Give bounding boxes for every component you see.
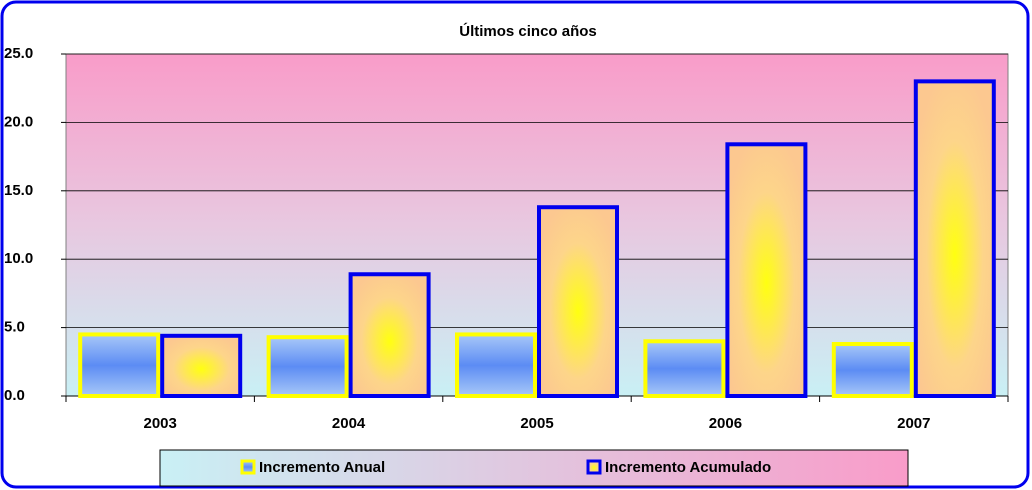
legend: [159, 449, 909, 487]
bar: [831, 342, 914, 398]
chart-title: Últimos cinco años: [459, 22, 597, 40]
y-tick-label: 15.0: [4, 182, 33, 199]
x-tick-label: 2006: [709, 415, 742, 432]
legend-swatch: [586, 459, 602, 475]
bar: [348, 272, 431, 398]
bar: [913, 79, 996, 399]
bar: [160, 333, 243, 399]
bar: [725, 142, 808, 398]
bar: [78, 332, 161, 399]
bar: [455, 332, 537, 399]
x-tick-label: 2007: [897, 415, 930, 432]
x-tick-label: 2004: [332, 415, 366, 432]
y-tick-label: 0.0: [4, 387, 25, 404]
y-tick-label: 10.0: [4, 250, 33, 267]
y-tick-label: 20.0: [4, 113, 33, 130]
bar: [643, 339, 726, 398]
legend-label: Incremento Acumulado: [605, 459, 771, 476]
y-tick-label: 5.0: [4, 319, 25, 336]
bar: [537, 205, 619, 398]
y-tick-label: 25.0: [4, 45, 33, 62]
x-tick-label: 2005: [520, 415, 553, 432]
x-tick-label: 2003: [144, 415, 177, 432]
legend-label: Incremento Anual: [259, 459, 385, 476]
bar: [266, 335, 349, 398]
legend-swatch: [240, 459, 256, 475]
